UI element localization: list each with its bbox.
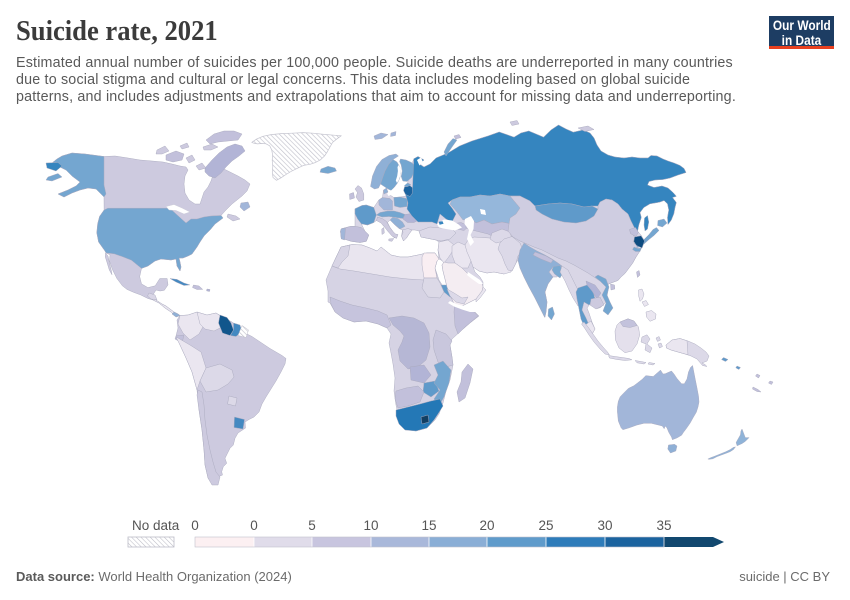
svg-text:10: 10 [363,518,378,533]
svg-text:25: 25 [538,518,553,533]
svg-text:0: 0 [250,518,258,533]
svg-text:35: 35 [656,518,671,533]
svg-text:15: 15 [421,518,436,533]
svg-text:0: 0 [191,518,199,533]
svg-text:30: 30 [597,518,612,533]
svg-text:5: 5 [308,518,316,533]
svg-text:20: 20 [479,518,494,533]
svg-text:No data: No data [132,518,180,533]
